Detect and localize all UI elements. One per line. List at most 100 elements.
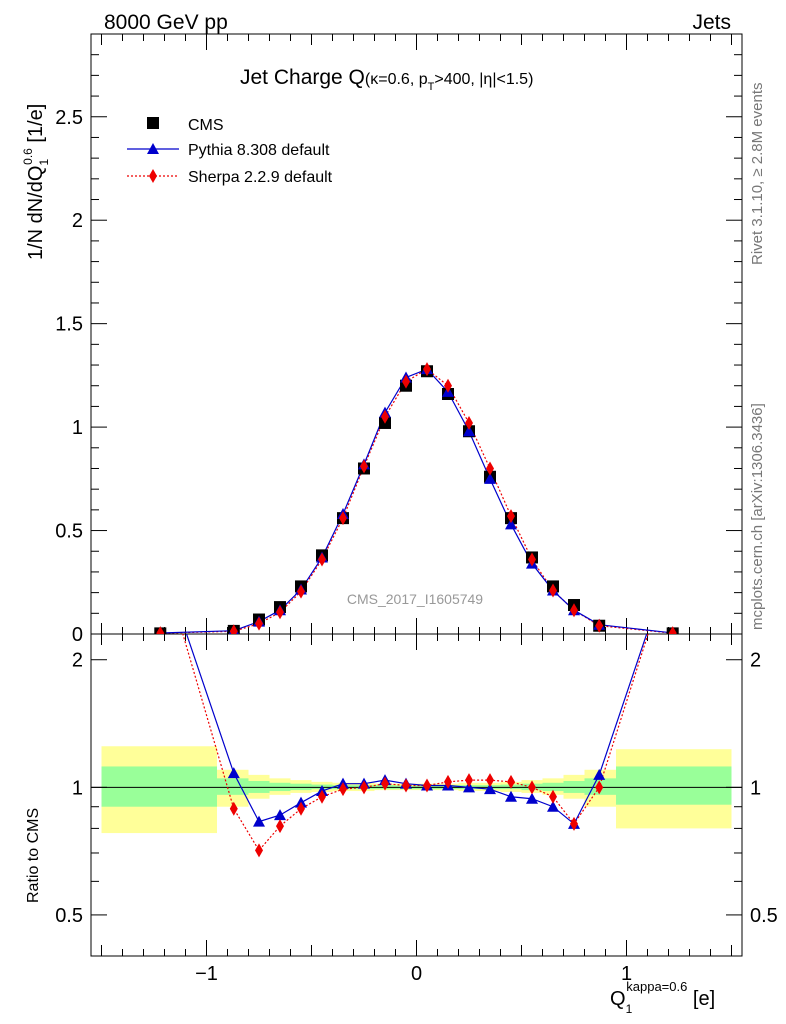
- sherpa-ratio-point: [595, 780, 604, 795]
- pythia-ratio-point: [526, 792, 538, 804]
- sherpa-ratio-point: [276, 819, 284, 834]
- pythia-point: [505, 518, 517, 530]
- plot-title-main: Jet Charge Q: [240, 66, 365, 89]
- pythia-point: [484, 472, 496, 484]
- sherpa-ratio-point: [549, 789, 557, 804]
- pythia-point: [463, 425, 475, 437]
- tick-label: 0.5: [750, 905, 778, 927]
- sherpa-point: [402, 374, 410, 389]
- sherpa-point: [297, 584, 305, 599]
- pythia-ratio-point: [593, 768, 606, 780]
- legend-marker-cms: [147, 117, 159, 129]
- pythia-ratio-point: [547, 800, 559, 812]
- sherpa-ratio-point: [339, 782, 347, 797]
- sherpa-point: [381, 409, 389, 424]
- sherpa-ratio-point: [528, 780, 536, 795]
- sherpa-point: [339, 511, 347, 526]
- sherpa-point: [444, 378, 452, 393]
- rivet-label: Rivet 3.1.10, ≥ 2.8M events: [749, 83, 766, 266]
- sherpa-ratio-point: [465, 773, 473, 788]
- legend-marker-pythia: [147, 143, 159, 154]
- sherpa-point: [507, 509, 515, 524]
- sherpa-point: [549, 583, 557, 598]
- sherpa-point: [360, 459, 368, 474]
- plot-title: Jet Charge Q(κ=0.6, pT>400, |η|<1.5): [240, 66, 533, 93]
- pythia-ratio-point: [253, 815, 265, 827]
- sherpa-point: [595, 618, 604, 633]
- pythia-ratio-point: [154, 551, 166, 562]
- legend-label-sherpa: Sherpa 2.2.9 default: [188, 169, 333, 186]
- mcplots-label: mcplots.cern.ch [arXiv:1306.3436]: [749, 403, 766, 630]
- sherpa-point: [528, 552, 536, 567]
- tick-label: −1: [195, 963, 218, 985]
- sherpa-ratio-point: [507, 774, 515, 789]
- tick-label: 2: [750, 650, 761, 672]
- sherpa-ratio-point: [229, 801, 238, 816]
- legend-label-cms: CMS: [188, 117, 224, 134]
- ratio-y-axis-label: Ratio to CMS: [25, 808, 42, 903]
- sherpa-point: [276, 605, 284, 620]
- sherpa-ratio-point: [255, 843, 263, 858]
- axis-ticks: [91, 34, 742, 956]
- band-inner-bin: [101, 766, 217, 807]
- pythia-ratio-point: [667, 551, 679, 562]
- sherpa-point: [570, 603, 578, 618]
- tick-label: 1: [72, 777, 83, 799]
- x-label-sub: 1: [626, 1002, 633, 1016]
- sherpa-ratio-point: [444, 774, 452, 789]
- sherpa-point: [255, 616, 263, 631]
- sherpa-point: [465, 415, 473, 430]
- sherpa-ratio-point: [423, 778, 431, 793]
- tick-label: 0: [411, 963, 422, 985]
- sherpa-ratio-point: [570, 816, 578, 831]
- sherpa-point: [668, 626, 677, 634]
- sherpa-ratio-point: [402, 778, 410, 793]
- main-panel-series: [154, 362, 679, 634]
- tick-label: 0.5: [55, 905, 83, 927]
- main-y-axis-label: 1/N dN/dQ10.6 [1/e]: [21, 104, 51, 260]
- sherpa-ratio-point: [669, 550, 677, 564]
- pythia-ratio-line: [185, 634, 648, 825]
- legend-label-pythia: Pythia 8.308 default: [188, 142, 330, 159]
- legend-marker-sherpa: [149, 169, 157, 183]
- sherpa-point: [229, 624, 238, 634]
- sherpa-point: [318, 552, 326, 567]
- ratio-panel-series: [154, 550, 679, 858]
- sherpa-ratio-point: [381, 776, 389, 791]
- ratio-uncertainty-bands: [101, 746, 732, 834]
- tick-label: 1: [621, 963, 632, 985]
- x-label-suffix: [e]: [687, 988, 715, 1010]
- plot-title-kappa: (κ=0.6, p: [365, 71, 428, 88]
- main-y-label-sup: 0.6: [21, 148, 35, 165]
- tick-label: 2.5: [55, 107, 83, 129]
- energy-label: 8000 GeV pp: [104, 11, 228, 34]
- tick-label: 2: [72, 650, 83, 672]
- tick-label: 1: [72, 417, 83, 439]
- axis-tick-labels: 0 0.5 1 1.5 2 2.5 0.5 0.5 1 1 2 2 −1 0 1: [55, 107, 778, 985]
- band-inner-bin: [217, 778, 249, 795]
- analysis-watermark: CMS_2017_I1605749: [347, 591, 483, 607]
- pythia-ratio-point: [484, 783, 496, 795]
- main-y-label-sub: 1: [37, 159, 51, 166]
- main-y-label-prefix: 1/N dN/dQ: [25, 166, 47, 260]
- tick-label: 0: [72, 624, 83, 646]
- x-axis-label: Q1 kappa=0.6 [e]: [610, 979, 715, 1016]
- x-label-base: Q: [610, 988, 626, 1010]
- sherpa-point: [156, 626, 165, 634]
- sherpa-point: [486, 461, 494, 476]
- topic-label: Jets: [692, 11, 731, 34]
- plot-title-sub: T: [428, 81, 435, 93]
- plot-title-rest: >400, |η|<1.5): [434, 71, 533, 88]
- sherpa-ratio-point: [486, 773, 494, 788]
- sherpa-point: [423, 362, 431, 377]
- tick-label: 1.5: [55, 314, 83, 336]
- sherpa-ratio-point: [156, 550, 164, 564]
- pythia-ratio-point: [505, 790, 517, 802]
- sherpa-ratio-point: [318, 789, 326, 804]
- sherpa-ratio-point: [360, 780, 368, 795]
- band-inner-bin: [616, 766, 732, 805]
- pythia-ratio-point: [227, 767, 240, 779]
- pythia-ratio-point: [274, 809, 286, 821]
- tick-label: 0.5: [55, 521, 83, 543]
